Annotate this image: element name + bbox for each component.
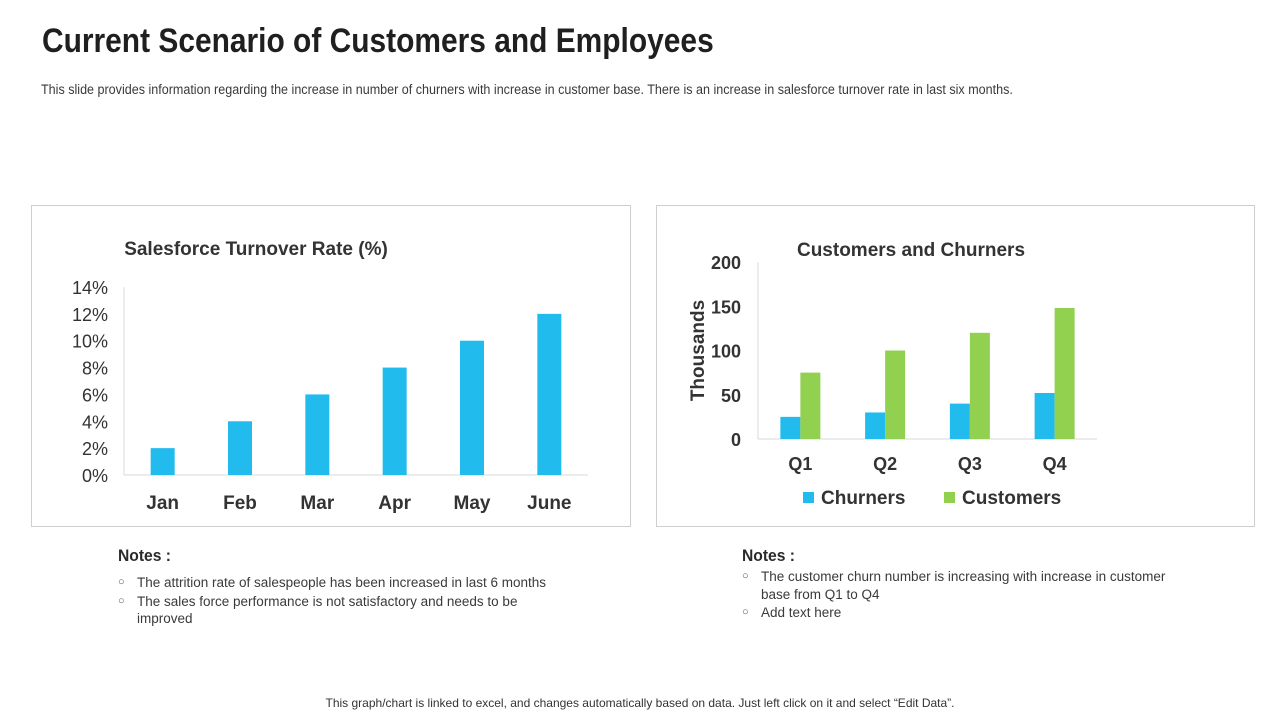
bar-may	[460, 340, 484, 475]
notes-left-item-text: The sales force performance is not satis…	[137, 593, 518, 627]
y-tick-label: 150	[711, 297, 741, 317]
y-tick-label: 4%	[82, 412, 108, 432]
legend-swatch-customers	[944, 492, 955, 503]
bar-churners-q4	[1034, 392, 1055, 439]
chart-title: Customers and Churners	[797, 240, 1025, 261]
x-tick-label: Apr	[378, 493, 411, 514]
y-tick-label: 14%	[72, 278, 108, 298]
y-tick-label: 10%	[72, 332, 108, 352]
bullet-circle-icon: ○	[742, 606, 749, 618]
x-tick-label: Jan	[146, 493, 179, 514]
bullet-circle-icon: ○	[118, 576, 125, 588]
legend-label-churners: Churners	[821, 488, 905, 509]
footer-note: This graph/chart is linked to excel, and…	[325, 696, 955, 710]
bullet-circle-icon: ○	[118, 594, 125, 607]
turnover-chart[interactable]: Salesforce Turnover Rate (%) 0% 2% 4% 6% 8% 10…	[32, 206, 632, 528]
notes-right-item-text: The customer churn number is increasing …	[761, 569, 1166, 602]
x-tick-label: Q2	[873, 454, 897, 474]
notes-left-item: ○ The attrition rate of salespeople has …	[118, 574, 558, 592]
customers-chart-panel[interactable]: Customers and Churners 0 50 100 150 200 Thousa…	[656, 205, 1255, 527]
turnover-chart-panel[interactable]: Salesforce Turnover Rate (%) 0% 2% 4% 6% 8% 10…	[31, 205, 631, 527]
notes-right-title: Notes :	[742, 546, 796, 565]
legend-label-customers: Customers	[962, 488, 1061, 509]
y-tick-label: 6%	[82, 385, 108, 405]
notes-right-item: ○ The customer churn number is increasin…	[742, 568, 1182, 603]
legend-swatch-churners	[803, 492, 814, 503]
y-tick-label: 0%	[82, 466, 108, 486]
x-tick-label: Mar	[300, 493, 334, 514]
y-tick-label: 2%	[82, 439, 108, 459]
notes-left-title: Notes :	[118, 546, 172, 565]
bar-churners-q2	[865, 412, 886, 439]
x-tick-label: June	[527, 493, 571, 514]
notes-right: Notes : ○ The customer churn number is i…	[742, 546, 1182, 623]
notes-right-item: ○ Add text here	[742, 604, 1182, 622]
bar-apr	[382, 367, 407, 475]
bar-customers-q1	[800, 372, 821, 439]
x-tick-label: Q3	[958, 454, 982, 474]
y-axis-title: Thousands	[688, 300, 709, 401]
notes-left-item-text: The attrition rate of salespeople has be…	[137, 575, 546, 590]
notes-left: Notes : ○ The attrition rate of salespeo…	[118, 546, 558, 629]
notes-right-item-text: Add text here	[761, 605, 842, 620]
y-tick-label: 100	[711, 342, 741, 362]
y-tick-label: 0	[731, 430, 741, 450]
bar-customers-q2	[885, 350, 906, 439]
y-tick-label: 200	[711, 253, 741, 273]
bar-customers-q3	[969, 332, 990, 439]
bar-june	[537, 313, 562, 475]
page-subtitle: This slide provides information regardin…	[41, 82, 1013, 97]
y-tick-label: 50	[721, 386, 741, 406]
y-tick-label: 8%	[82, 359, 108, 379]
y-tick-label: 12%	[72, 305, 108, 325]
notes-left-item: ○ The sales force performance is not sat…	[118, 593, 558, 628]
customers-chart[interactable]: Customers and Churners 0 50 100 150 200 Thousa…	[657, 206, 1256, 528]
x-tick-label: Feb	[223, 493, 257, 514]
x-tick-label: Q1	[788, 454, 812, 474]
bar-mar	[305, 394, 330, 475]
bar-feb	[228, 421, 252, 475]
bar-churners-q3	[949, 403, 970, 439]
bar-churners-q1	[780, 416, 801, 439]
x-tick-label: May	[454, 493, 491, 514]
x-tick-label: Q4	[1043, 454, 1067, 474]
bar-jan	[150, 448, 175, 475]
page-title: Current Scenario of Customers and Employ…	[42, 22, 714, 60]
bar-customers-q4	[1054, 308, 1075, 439]
bullet-circle-icon: ○	[742, 570, 749, 582]
chart-title: Salesforce Turnover Rate (%)	[124, 239, 388, 260]
